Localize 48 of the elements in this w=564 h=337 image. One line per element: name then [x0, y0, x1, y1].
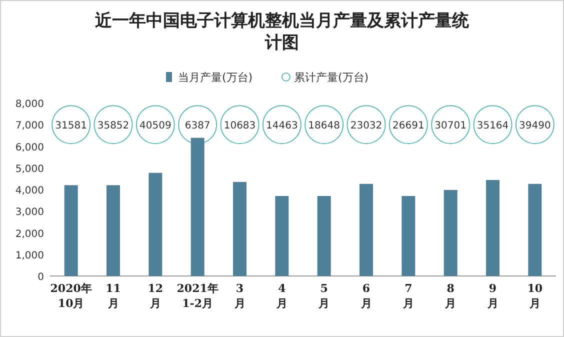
x-tick-label: 3 月	[233, 282, 246, 310]
bar	[275, 196, 289, 276]
annotation: 14463	[266, 120, 298, 132]
bar	[64, 185, 78, 276]
y-tick-label: 8,000	[15, 99, 44, 110]
y-tick-label: 7,000	[15, 120, 44, 132]
x-tick-label: 10 月	[527, 282, 543, 310]
y-tick-label: 5,000	[15, 164, 44, 175]
y-tick-label: 1,000	[15, 250, 44, 262]
annotation: 18648	[308, 120, 340, 132]
x-tick-label: 11 月	[106, 282, 121, 310]
annotation: 35852	[97, 120, 130, 132]
bar	[528, 184, 542, 276]
x-tick-label: 6 月	[360, 282, 372, 310]
x-tick-label: 8 月	[444, 282, 456, 310]
annotation: 39490	[519, 120, 551, 132]
annotation: 30701	[434, 120, 466, 132]
annotation: 31581	[55, 120, 87, 132]
chart-title: 近一年中国电子计算机整机当月产量及累计产量统计图	[94, 11, 470, 53]
legend-label: 累计产量(万台)	[294, 71, 369, 84]
annotation: 10683	[224, 120, 256, 132]
bar	[444, 190, 458, 276]
bar	[190, 138, 204, 276]
bar	[360, 184, 373, 276]
bar	[402, 196, 416, 276]
y-tick-label: 4,000	[15, 186, 44, 196]
x-tick-label: 7 月	[402, 282, 414, 310]
annotation: 23032	[350, 120, 382, 132]
x-tick-label: 4 月	[275, 282, 288, 310]
x-tick-label: 9 月	[486, 282, 498, 310]
annotation: 35164	[476, 120, 509, 132]
y-tick-label: 2,000	[15, 228, 44, 240]
x-tick-label: 5 月	[318, 282, 330, 310]
annotation: 6387	[184, 120, 210, 132]
annotation: 26691	[392, 120, 424, 132]
annotation: 40509	[140, 120, 172, 132]
y-tick-label: 6,000	[15, 142, 44, 154]
bar	[486, 180, 500, 276]
x-tick-label: 2021年 1-2月	[176, 282, 218, 310]
bar	[106, 185, 120, 276]
x-tick-label: 12 月	[148, 282, 164, 310]
bar	[233, 182, 246, 276]
x-tick-label: 2020年 10月	[50, 282, 92, 310]
bar	[317, 196, 331, 276]
bar	[148, 172, 162, 276]
legend-label: 当月产量(万台)	[178, 71, 253, 84]
y-tick-label: 0	[38, 272, 44, 283]
y-tick-label: 3,000	[15, 207, 44, 218]
